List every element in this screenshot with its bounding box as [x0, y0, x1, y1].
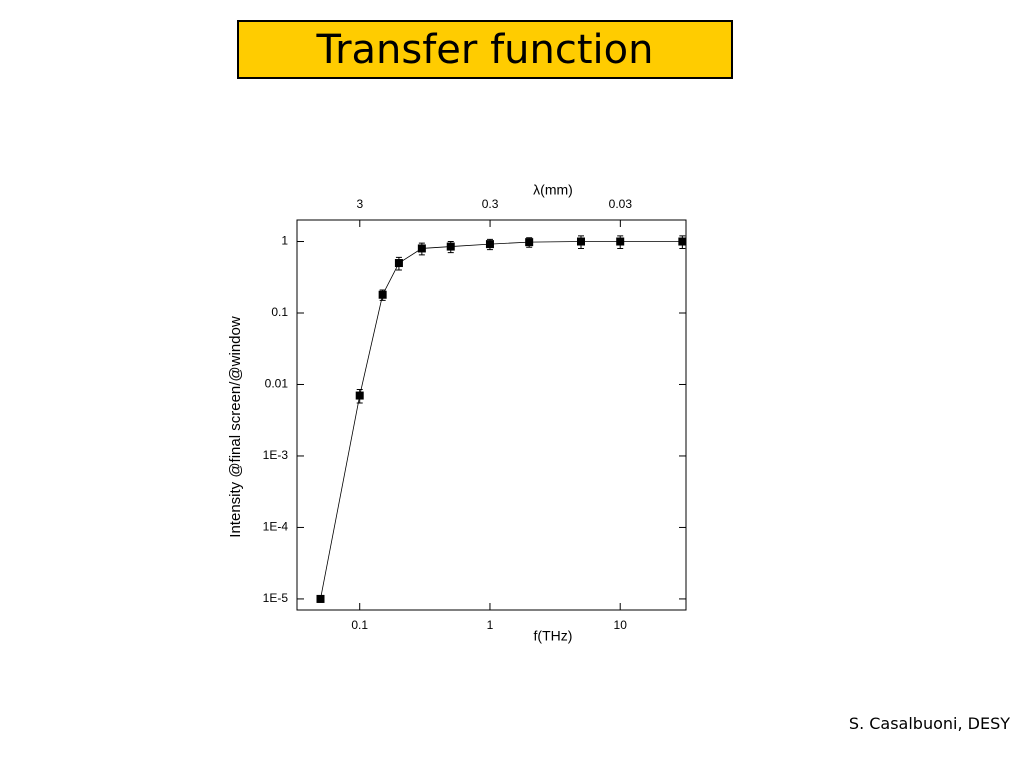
plot-frame	[296, 219, 687, 611]
data-point	[485, 240, 494, 249]
data-point	[355, 391, 364, 400]
data-point	[417, 244, 426, 253]
data-point	[525, 238, 534, 247]
x2-tick-label: 0.03	[609, 197, 633, 211]
y-tick-label: 1E-3	[263, 448, 289, 462]
data-point	[378, 290, 387, 299]
footer: S. Casalbuoni, DESY	[848, 714, 1010, 733]
x-axis-label: f(THz)	[534, 628, 573, 644]
y-tick-label: 1	[281, 234, 288, 248]
data-point	[678, 237, 687, 246]
data-line	[320, 241, 683, 600]
x2-axis-label: λ(mm)	[533, 182, 573, 198]
y-tick-label: 1E-5	[263, 591, 289, 605]
data-point	[394, 259, 403, 268]
x-tick-label: 0.1	[351, 618, 368, 632]
data-point	[576, 237, 585, 246]
y-tick-label: 0.01	[265, 377, 289, 391]
data-point	[446, 242, 455, 251]
slide-title: Transfer function	[237, 20, 733, 79]
x2-tick-label: 3	[356, 197, 363, 211]
x-tick-label: 1	[487, 618, 494, 632]
data-point	[616, 237, 625, 246]
y-axis-label: Intensity @final screen/@window	[227, 316, 244, 538]
x-tick-label: 10	[614, 618, 628, 632]
data-point	[316, 594, 325, 603]
y-tick-label: 0.1	[271, 305, 288, 319]
x2-tick-label: 0.3	[482, 197, 499, 211]
y-tick-label: 1E-4	[263, 520, 289, 534]
